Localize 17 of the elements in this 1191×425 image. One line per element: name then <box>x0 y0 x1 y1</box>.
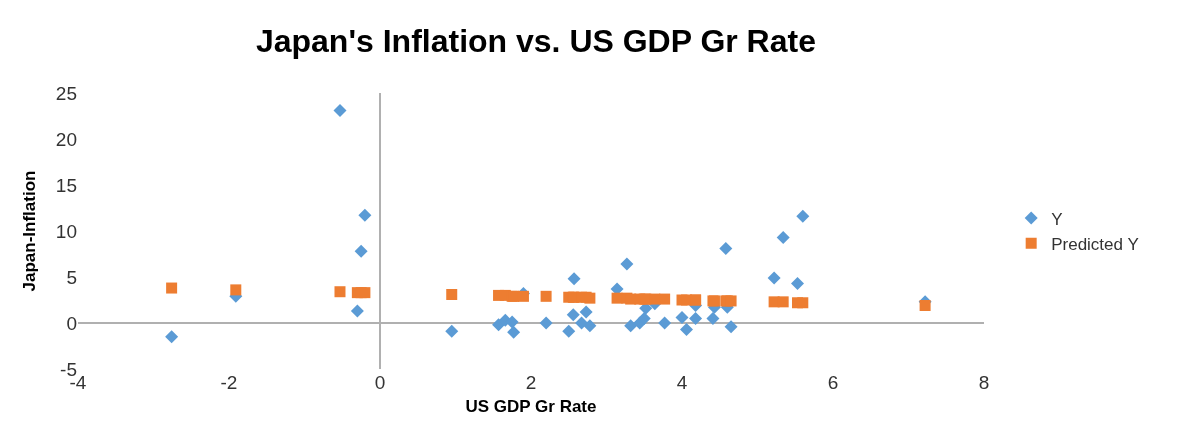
y-tick-label: 10 <box>55 220 77 242</box>
x-tick-label: 6 <box>827 372 839 393</box>
y-tick-label: 25 <box>55 82 77 104</box>
y-tick-label: 0 <box>66 312 77 334</box>
x-tick-label: -2 <box>220 372 238 393</box>
x-tick-label: 2 <box>525 372 537 393</box>
chart-title: Japan's Inflation vs. US GDP Gr Rate <box>255 23 816 60</box>
y-tick-label: 5 <box>66 266 77 288</box>
y-axis-title: Japan-Inflation <box>20 170 40 292</box>
y-tick-label: 20 <box>55 128 77 150</box>
x-tick-label: 4 <box>676 372 688 393</box>
x-tick-label: 0 <box>374 372 386 393</box>
legend-label: Predicted Y <box>1051 234 1139 254</box>
x-tick-label: 8 <box>978 372 990 393</box>
x-axis-title: US GDP Gr Rate <box>465 397 597 417</box>
y-tick-label: 15 <box>55 174 77 196</box>
legend-label: Y <box>1051 209 1063 229</box>
